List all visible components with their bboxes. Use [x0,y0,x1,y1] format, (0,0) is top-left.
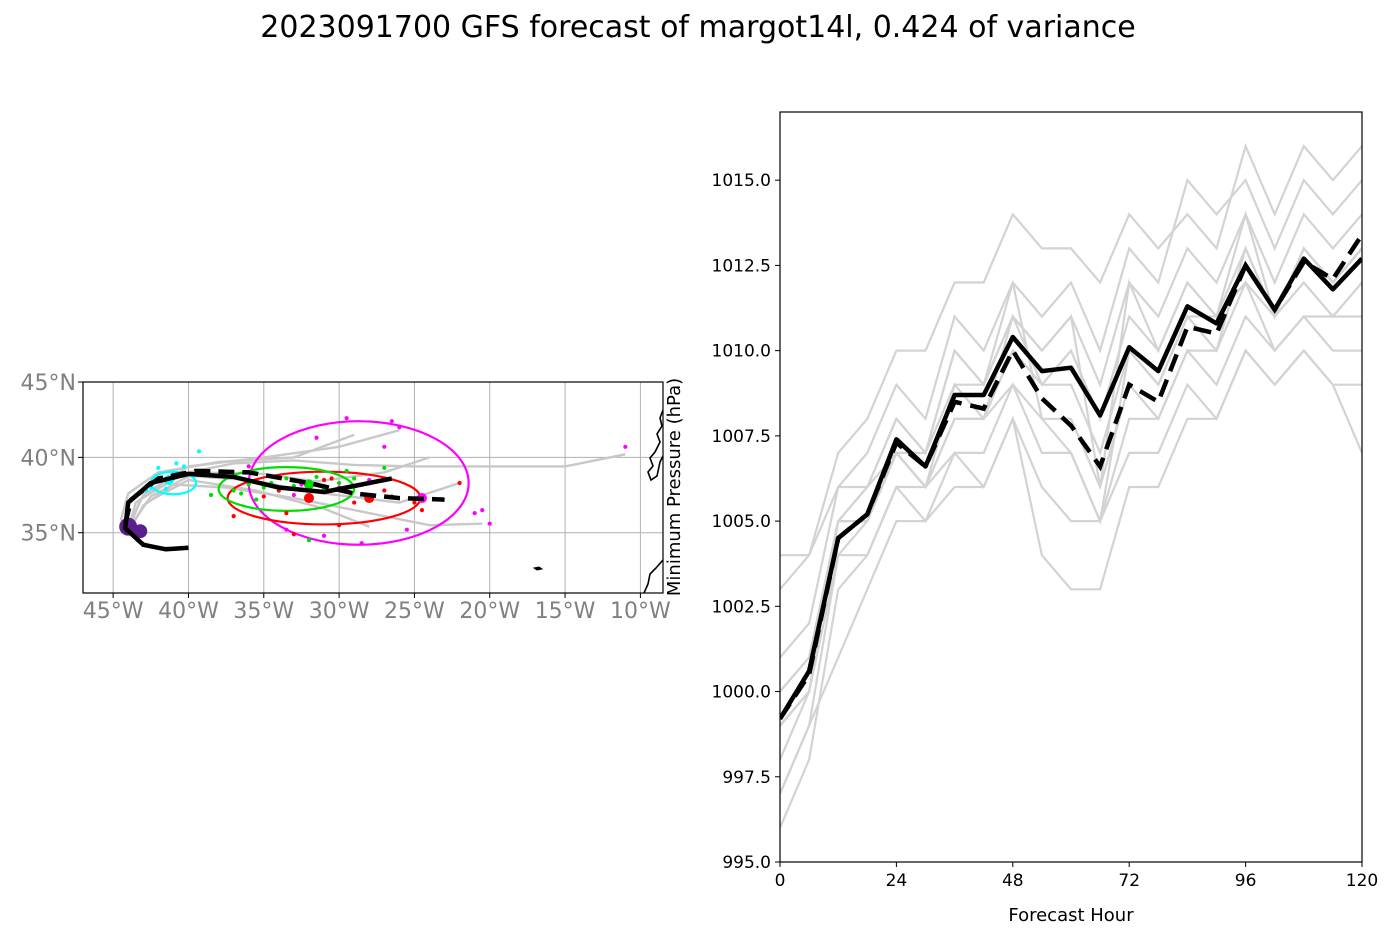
map-latitude-ticks: 35°N 40°N 45°N [21,371,83,547]
pressure-xtick-label: 72 [1118,871,1140,891]
ensemble-position-point [246,482,251,487]
pressure-mean-control-lines [780,233,1362,721]
ensemble-position-point [397,425,402,430]
ensemble-position-point [239,491,244,496]
ensemble-position-point [337,480,342,486]
ensemble-position-point [284,527,289,532]
ensemble-position-point [314,435,319,440]
ensemble-position-point [246,464,251,469]
ensemble-position-point [419,508,425,513]
uncertainty-ellipse [217,466,356,512]
pressure-panel: 0 24 48 72 96 120 995.0 997.5 1000.0 1002.5 1005.… [664,111,1378,926]
ensemble-position-point [284,511,289,516]
map-longitude-ticks: 45°W 40°W 35°W 30°W 25°W 20°W 15°W 10°W [83,593,671,624]
ensemble-position-point [412,500,417,505]
ensemble-position-point [457,480,462,486]
ensemble-position-point [254,497,259,502]
day3-mean-marker [303,479,314,490]
ensemble-position-point [382,444,387,449]
pressure-ytick-label: 1000.0 [712,683,771,703]
pressure-x-ticks: 0 24 48 72 96 120 [775,862,1378,891]
ensemble-position-point [261,494,266,499]
ensemble-position-point [623,444,628,449]
ensemble-position-point [329,476,334,481]
ensemble-position-point [291,532,297,537]
pressure-ytick-label: 1007.5 [712,427,771,447]
pressure-ytick-label: 1012.5 [712,256,771,276]
ensemble-position-point [487,521,492,526]
map-ytick-label: 35°N [21,522,76,547]
ensemble-position-point [314,474,319,480]
figure-title: 2023091700 GFS forecast of margot14l, 0.… [260,10,1136,45]
pressure-control-line [780,233,1362,721]
mean-and-control-tracks [122,468,445,552]
ensemble-position-point [404,527,409,532]
map-xtick-label: 20°W [459,599,520,624]
map-xtick-label: 45°W [83,599,144,624]
ensemble-position-point [196,449,202,454]
pressure-ytick-label: 1005.0 [712,512,771,532]
map-xtick-label: 15°W [535,599,596,624]
ensemble-position-point [174,461,179,466]
pressure-xtick-label: 120 [1346,871,1378,891]
pressure-member-line [780,348,1362,795]
pressure-xtick-label: 0 [775,871,786,891]
ensemble-track-line [119,433,355,522]
control-track-line [123,468,445,525]
y-axis-label: Minimum Pressure (hPa) [664,378,685,596]
ensemble-position-point [321,477,327,483]
initial-position-marker [133,524,148,539]
ensemble-position-point [231,514,236,519]
map-xtick-label: 30°W [309,599,370,624]
map-xtick-label: 25°W [384,599,445,624]
ensemble-position-point [344,468,349,474]
ensemble-position-point [352,476,357,481]
pressure-xtick-label: 96 [1235,871,1257,891]
map-xtick-label: 40°W [158,599,219,624]
track-map-panel: 45°W 40°W 35°W 30°W 25°W 20°W 15°W 10°W 35°N 40°… [21,371,671,624]
mean-track-line [122,471,393,552]
ensemble-position-point [321,533,327,538]
pressure-ytick-label: 1015.0 [712,171,771,191]
pressure-member-line [780,142,1362,557]
ensemble-position-point [480,508,485,513]
ensemble-position-point [472,511,477,516]
day4-mean-marker [303,493,314,504]
ensemble-position-point [284,476,289,481]
map-ytick-label: 40°N [21,446,76,471]
ensemble-track-line [127,456,430,531]
map-ytick-label: 45°N [21,371,76,396]
ensemble-position-point [231,488,236,493]
map-background [83,382,663,593]
pressure-xtick-label: 24 [886,871,908,891]
pressure-ytick-label: 997.5 [722,768,771,788]
ensemble-position-point [352,500,357,505]
pressure-xtick-label: 48 [1002,871,1024,891]
pressure-member-line [780,210,1362,727]
ensemble-position-point [337,523,342,528]
ensemble-position-point [181,464,187,469]
ensemble-position-point [382,465,387,471]
ensemble-position-point [156,465,161,471]
pressure-frame [779,111,1363,863]
pressure-ytick-label: 995.0 [722,853,771,873]
pressure-y-ticks: 995.0 997.5 1000.0 1002.5 1005.0 1007.5 1010.0… [712,171,780,873]
ensemble-position-point [382,488,387,493]
map-frame [82,381,664,594]
ensemble-position-point [208,492,214,498]
ensemble-position-point [344,416,349,421]
pressure-member-line [780,177,1362,591]
coastline [532,409,663,593]
ensemble-position-point [291,492,297,498]
ensemble-position-point [359,541,364,546]
x-axis-label: Forecast Hour [1008,905,1134,926]
map-xtick-label: 10°W [610,599,671,624]
ensemble-position-point [389,419,394,424]
pressure-ytick-label: 1002.5 [712,597,771,617]
ensemble-position-point [163,486,168,492]
map-xtick-label: 35°W [233,599,294,624]
pressure-ytick-label: 1010.0 [712,342,771,362]
ensemble-position-point [306,538,312,543]
